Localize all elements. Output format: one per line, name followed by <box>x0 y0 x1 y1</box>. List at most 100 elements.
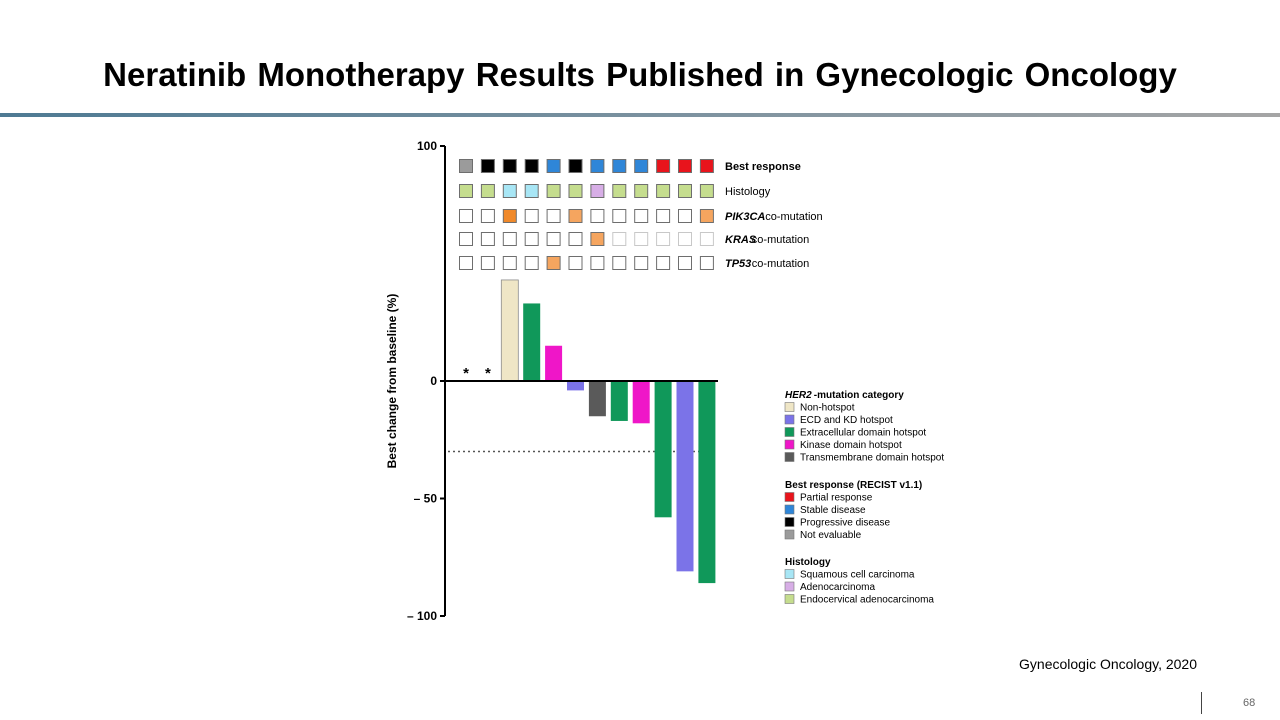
bar-patient-11 <box>676 381 694 572</box>
annotation-cell <box>634 159 649 173</box>
citation: Gynecologic Oncology, 2020 <box>1019 656 1197 672</box>
bar-patient-6 <box>567 381 584 391</box>
annotation-cell <box>480 232 495 246</box>
y-axis-label: Best change from baseline (%) <box>385 294 399 469</box>
legend-item-label: Non-hotspot <box>800 403 855 414</box>
legend-swatch <box>784 504 795 515</box>
legend-item-label: Transmembrane domain hotspot <box>800 453 944 464</box>
annotation-cell <box>678 232 692 246</box>
annotation-row-label: co-mutation <box>752 258 809 270</box>
annotation-cell <box>590 209 605 223</box>
bar-patient-4 <box>523 303 541 381</box>
y-tick-label: – 100 <box>407 609 437 623</box>
annotation-cell <box>502 256 517 270</box>
page-number-divider <box>1201 692 1202 714</box>
legend-item-label: Extracellular domain hotspot <box>800 428 926 439</box>
annotation-cell <box>656 232 671 246</box>
legend-item-label: Progressive disease <box>800 518 890 529</box>
page-number: 68 <box>1243 697 1256 709</box>
annotation-cell <box>634 184 649 198</box>
title-divider <box>0 113 1280 117</box>
annotation-row-label: co-mutation <box>765 211 822 223</box>
bar-patient-5 <box>545 345 563 381</box>
legend-swatch <box>784 594 795 604</box>
legend-swatch <box>784 402 795 412</box>
legend-swatch <box>784 414 795 425</box>
annotation-cell <box>699 232 714 246</box>
annotation-cell <box>699 159 714 173</box>
annotation-cell <box>524 232 539 246</box>
bar-patient-12 <box>698 381 716 584</box>
legend-item-label: Adenocarcinoma <box>800 582 875 593</box>
annotation-cell <box>524 184 539 198</box>
annotation-cell <box>546 159 561 173</box>
annotation-cell <box>502 209 517 223</box>
y-tick-label: – 50 <box>414 492 438 506</box>
annotation-cell <box>459 209 473 223</box>
legend-item-label: Squamous cell carcinoma <box>800 570 915 581</box>
annotation-cell <box>459 184 473 198</box>
legend-swatch <box>784 439 795 450</box>
annotation-cell <box>568 232 583 246</box>
legend-item-label: Not evaluable <box>800 530 862 541</box>
annotation-cell <box>568 256 583 270</box>
annotation-cell <box>634 232 649 246</box>
annotation-cell <box>568 159 583 173</box>
annotation-row-label: Best response <box>725 161 801 173</box>
legend-title: Histology <box>785 557 831 568</box>
annotation-cell <box>699 209 714 223</box>
annotation-cell <box>634 209 649 223</box>
annotation-cell <box>480 256 495 270</box>
annotation-cell <box>678 159 692 173</box>
annotation-cell <box>656 159 671 173</box>
annotation-cell <box>612 232 627 246</box>
annotation-cell <box>502 159 517 173</box>
not-evaluable-marker: * <box>485 365 491 382</box>
annotation-cell <box>502 184 517 198</box>
annotation-cell <box>678 184 692 198</box>
annotation-cell <box>524 209 539 223</box>
annotation-cell <box>678 209 692 223</box>
annotation-cell <box>612 256 627 270</box>
annotation-cell <box>568 184 583 198</box>
not-evaluable-marker: * <box>463 365 469 382</box>
legend-swatch <box>784 492 795 502</box>
annotation-cell <box>568 209 583 223</box>
legend-item-label: Kinase domain hotspot <box>800 440 902 451</box>
annotation-cell <box>634 256 649 270</box>
annotation-cell <box>590 256 605 270</box>
annotation-cell <box>546 209 561 223</box>
annotation-cell <box>459 232 473 246</box>
annotation-cell <box>480 159 495 173</box>
annotation-row-label-gene: PIK3CA <box>725 211 765 223</box>
annotation-cell <box>502 232 517 246</box>
legend-title: Best response (RECIST v1.1) <box>785 480 922 491</box>
annotation-cell <box>590 159 605 173</box>
annotation-cell <box>699 184 714 198</box>
annotation-cell <box>612 184 627 198</box>
annotation-cell <box>480 184 495 198</box>
legend-title-gene: HER2 <box>785 390 812 401</box>
bar-patient-8 <box>610 381 628 421</box>
annotation-cell <box>656 184 671 198</box>
legend-swatch <box>784 581 795 592</box>
annotation-cell <box>699 256 714 270</box>
y-tick-label: 0 <box>430 374 437 388</box>
legend-swatch <box>784 529 795 540</box>
annotation-cell <box>459 159 473 173</box>
annotation-cell <box>678 256 692 270</box>
annotation-row-label-gene: KRAS <box>725 234 757 246</box>
annotation-cell <box>612 159 627 173</box>
annotation-cell <box>524 159 539 173</box>
annotation-cell <box>656 256 671 270</box>
y-tick-label: 100 <box>417 139 437 153</box>
annotation-cell <box>546 256 561 270</box>
legend-item-label: Endocervical adenocarcinoma <box>800 595 934 606</box>
annotation-cell <box>459 256 473 270</box>
bar-patient-9 <box>632 381 650 424</box>
slide-title: Neratinib Monotherapy Results Published … <box>103 56 1177 93</box>
legend-item-label: Stable disease <box>800 505 866 516</box>
annotation-cell <box>656 209 671 223</box>
annotation-cell <box>590 232 605 246</box>
